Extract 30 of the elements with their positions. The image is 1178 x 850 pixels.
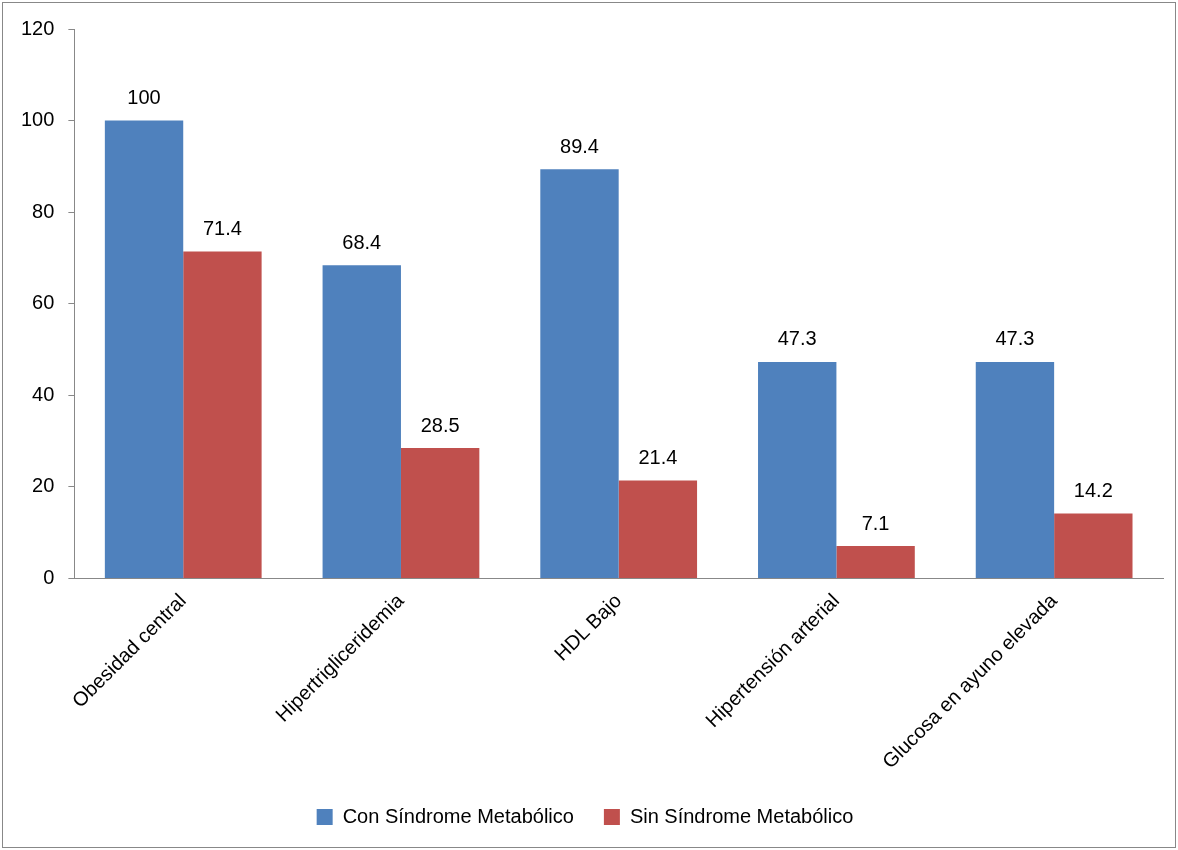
legend-label: Con Síndrome Metabólico bbox=[342, 804, 574, 827]
bar bbox=[540, 169, 619, 579]
bar bbox=[836, 546, 915, 579]
data-label: 100 bbox=[127, 86, 161, 109]
y-tick-label: 100 bbox=[20, 108, 55, 131]
y-tick-label: 40 bbox=[32, 382, 55, 405]
bar bbox=[400, 448, 480, 579]
data-label: 68.4 bbox=[342, 230, 382, 253]
y-tick-label: 120 bbox=[20, 16, 55, 39]
y-tick-label: 20 bbox=[32, 474, 55, 497]
data-label: 47.3 bbox=[777, 327, 817, 350]
x-tick-label: HDL Bajo bbox=[549, 589, 626, 665]
bar bbox=[618, 480, 698, 579]
y-tick-label: 80 bbox=[32, 199, 55, 222]
data-label: 89.4 bbox=[560, 134, 599, 157]
bar bbox=[975, 361, 1055, 579]
data-label: 7.1 bbox=[861, 511, 890, 534]
data-label: 21.4 bbox=[638, 446, 678, 469]
bar bbox=[1054, 513, 1133, 579]
data-label: 28.5 bbox=[420, 413, 460, 436]
legend-label: Sin Síndrome Metabólico bbox=[629, 804, 854, 827]
bar bbox=[322, 265, 401, 579]
data-label: 14.2 bbox=[1073, 479, 1113, 502]
bar bbox=[104, 120, 184, 579]
y-tick-label: 0 bbox=[43, 566, 55, 589]
data-label: 47.3 bbox=[995, 327, 1035, 350]
bar bbox=[183, 251, 262, 579]
bar bbox=[758, 361, 837, 579]
y-tick-label: 60 bbox=[32, 291, 55, 314]
data-label: 71.4 bbox=[202, 217, 242, 240]
